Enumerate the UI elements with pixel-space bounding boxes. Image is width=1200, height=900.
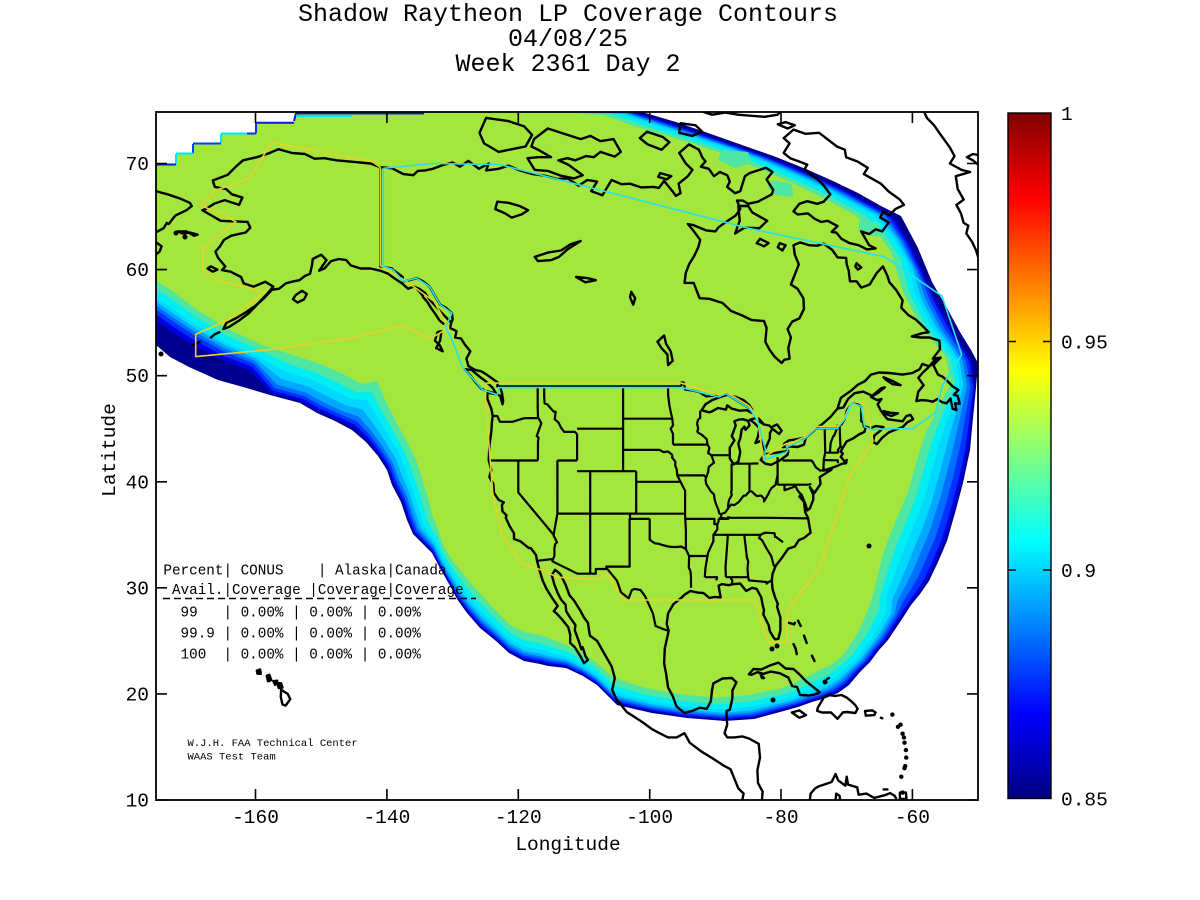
svg-text:WAAS Test Team: WAAS Test Team — [188, 752, 276, 764]
svg-text:50: 50 — [126, 366, 149, 388]
svg-text:W.J.H. FAA Technical Center: W.J.H. FAA Technical Center — [188, 738, 358, 750]
svg-text:10: 10 — [126, 791, 149, 813]
svg-text:Longitude: Longitude — [515, 834, 620, 856]
svg-text:99.9 | 0.00% | 0.00% | 0.00%: 99.9 | 0.00% | 0.00% | 0.00% — [163, 626, 421, 642]
svg-text:Latitude: Latitude — [99, 403, 121, 497]
svg-text:Percent| CONUS | Alaska|Can: Percent| CONUS | Alaska|Canada — [163, 564, 447, 580]
svg-text:Week 2361 Day 2: Week 2361 Day 2 — [455, 50, 680, 79]
svg-text:-100: -100 — [626, 807, 673, 829]
svg-text:Avail.|Coverage |Coverage|Cove: Avail.|Coverage |Coverage|Coverage — [163, 583, 463, 599]
svg-text:0.9: 0.9 — [1061, 561, 1096, 583]
svg-text:99 | 0.00% | 0.00% | 0.00%: 99 | 0.00% | 0.00% | 0.00% — [163, 605, 421, 621]
svg-text:-160: -160 — [232, 807, 279, 829]
svg-text:-140: -140 — [363, 807, 410, 829]
svg-text:70: 70 — [126, 154, 149, 176]
svg-text:04/08/25: 04/08/25 — [508, 25, 628, 54]
svg-text:30: 30 — [126, 578, 149, 600]
svg-text:-120: -120 — [495, 807, 542, 829]
svg-text:-80: -80 — [763, 807, 798, 829]
svg-text:60: 60 — [126, 260, 149, 282]
svg-text:-60: -60 — [895, 807, 930, 829]
svg-text:0.85: 0.85 — [1061, 790, 1108, 812]
svg-text:1: 1 — [1061, 104, 1073, 126]
svg-text:0.95: 0.95 — [1061, 333, 1108, 355]
svg-text:Shadow Raytheon LP Coverage Co: Shadow Raytheon LP Coverage Contours — [298, 0, 838, 29]
svg-text:20: 20 — [126, 684, 149, 706]
svg-text:100 | 0.00% | 0.00% | 0.00%: 100 | 0.00% | 0.00% | 0.00% — [163, 647, 421, 663]
svg-text:40: 40 — [126, 472, 149, 494]
